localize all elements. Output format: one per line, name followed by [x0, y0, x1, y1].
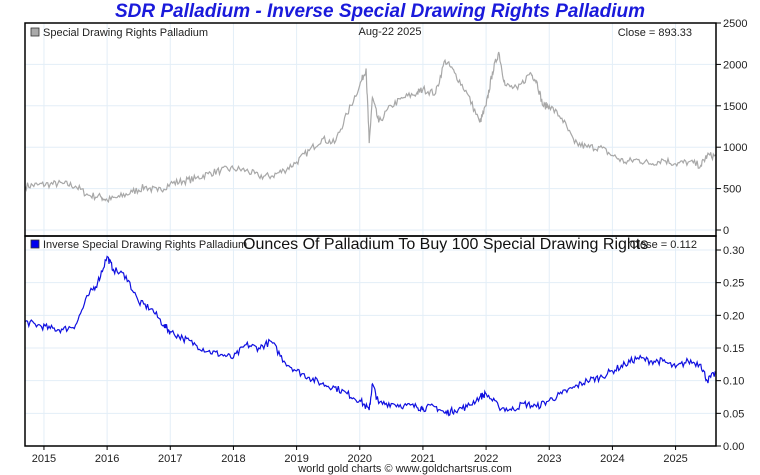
y-tick-label: 0.00: [723, 441, 744, 453]
legend-swatch-sdr: [30, 27, 40, 37]
x-axis: 2015 2016 2017 2018 2019 2020 2021 2022 2023 2024…: [32, 446, 688, 465]
y-tick-label: 2500: [723, 18, 747, 30]
x-tick-label: 2023: [537, 453, 561, 465]
date-label: Aug-22 2025: [359, 26, 422, 38]
x-tick-label: 2022: [474, 453, 498, 465]
y-tick-label: 0.30: [723, 245, 744, 257]
x-tick-label: 2015: [32, 453, 56, 465]
x-tick-label: 2017: [158, 453, 182, 465]
close-label-bottom: Close = 0.112: [630, 239, 697, 251]
grid-top: [25, 22, 716, 236]
x-tick-label: 2024: [600, 453, 624, 465]
y-tick-label: 1000: [723, 142, 747, 154]
y-tick-label: 500: [723, 184, 741, 196]
x-tick-label: 2021: [411, 453, 435, 465]
y-axis-top: 2500 2000 1500 1000 500 0: [716, 18, 747, 237]
y-tick-label: 0.15: [723, 343, 744, 355]
y-tick-label: 0.05: [723, 408, 744, 420]
y-tick-label: 0.10: [723, 376, 744, 388]
chart-title: SDR Palladium - Inverse Special Drawing …: [114, 1, 646, 22]
credit-text: world gold charts © www.goldchartsrus.co…: [297, 463, 512, 475]
x-tick-label: 2019: [284, 453, 308, 465]
x-tick-label: 2016: [95, 453, 119, 465]
y-tick-label: 0: [723, 225, 729, 237]
series-line-inverse-sdr-palladium: [24, 255, 717, 417]
grid-bottom: [25, 236, 716, 447]
x-tick-label: 2025: [663, 453, 687, 465]
y-tick-label: 0.25: [723, 278, 744, 290]
y-tick-label: 1500: [723, 101, 747, 113]
y-tick-label: 0.20: [723, 310, 744, 322]
subtitle: Ounces Of Palladium To Buy 100 Special D…: [243, 236, 648, 253]
plot-frame-bottom: [24, 235, 717, 447]
series-line-sdr-palladium: [24, 51, 717, 204]
y-axis-bottom: 0.30 0.25 0.20 0.15 0.10 0.05 0.00: [716, 245, 744, 453]
x-tick-label: 2020: [348, 453, 372, 465]
legend-label-inverse: Inverse Special Drawing Rights Palladium: [43, 239, 247, 251]
x-tick-label: 2018: [221, 453, 245, 465]
legend-swatch-inverse: [30, 239, 40, 249]
close-label-top: Close = 893.33: [618, 27, 692, 39]
legend-label-sdr: Special Drawing Rights Palladium: [43, 27, 208, 39]
y-tick-label: 2000: [723, 59, 747, 71]
